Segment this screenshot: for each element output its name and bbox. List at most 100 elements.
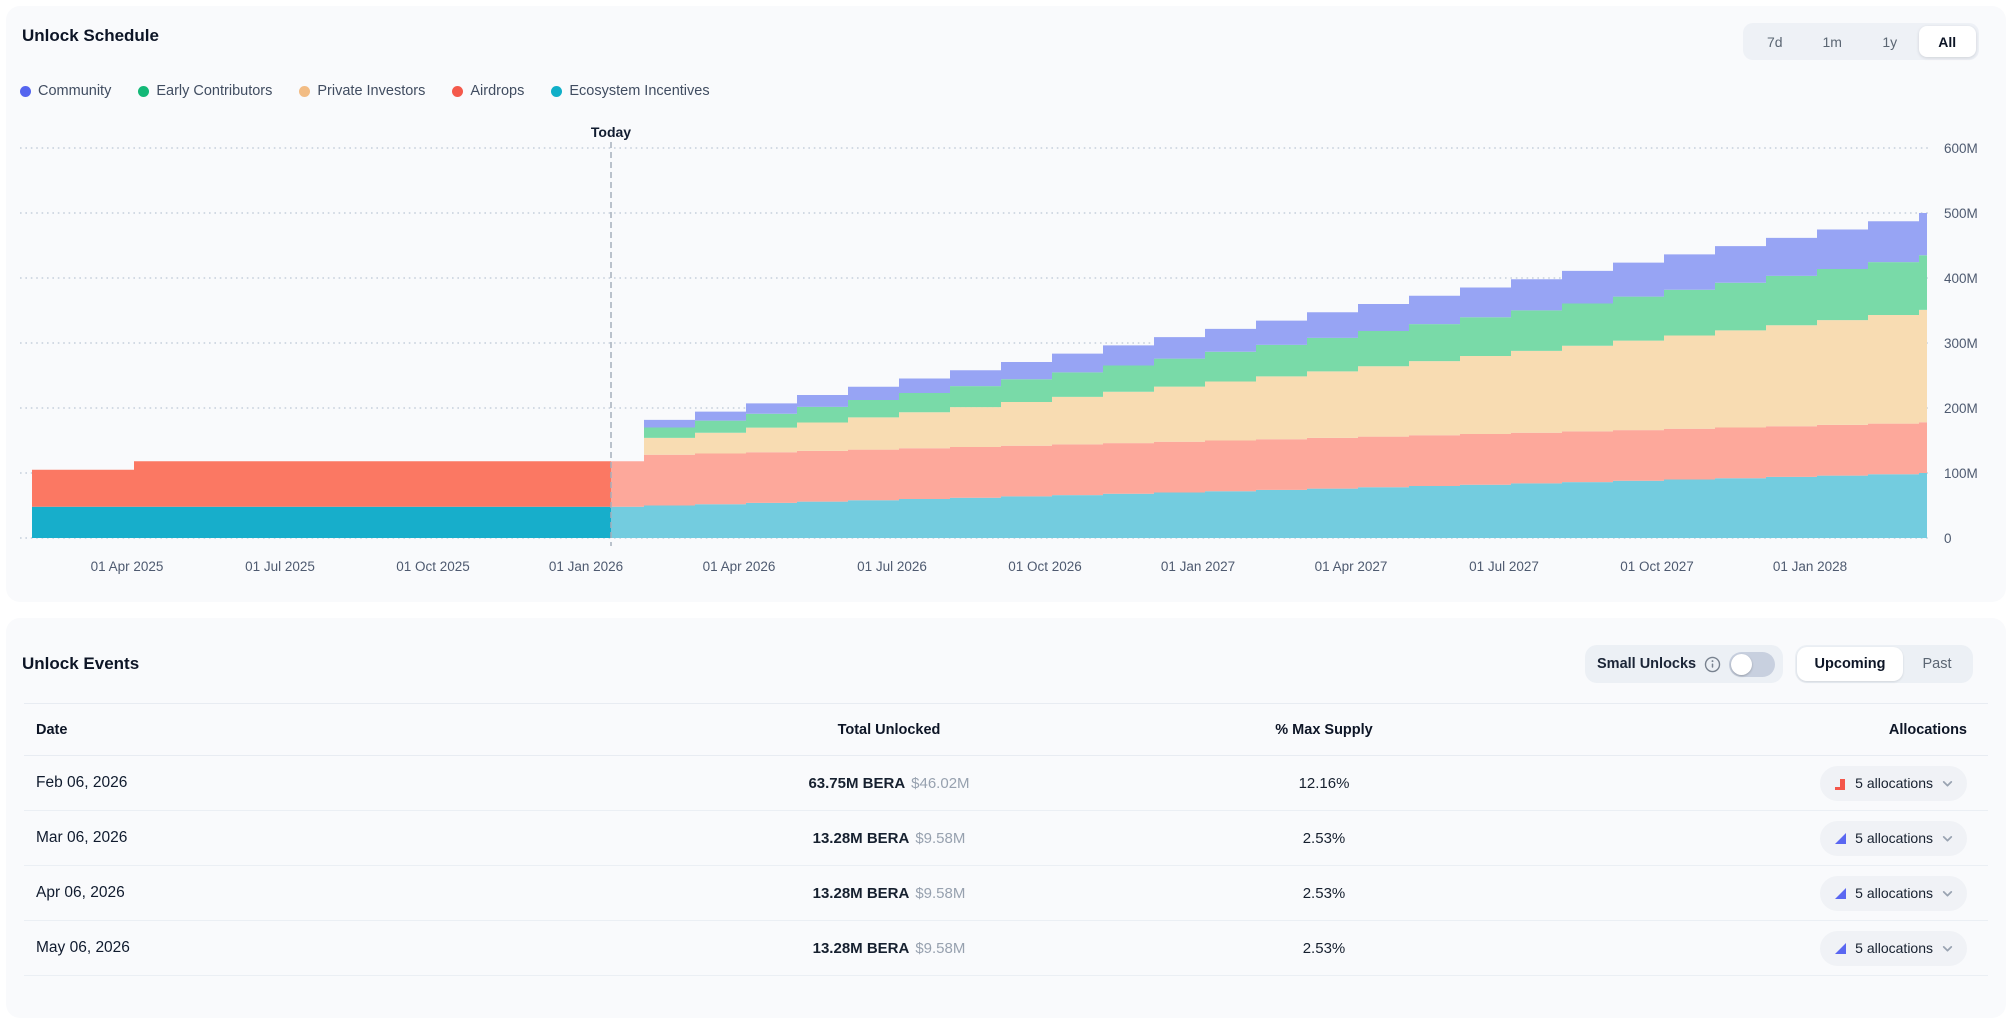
area-airdrops bbox=[611, 422, 1927, 507]
y-tick-label: 400M bbox=[1944, 271, 1978, 286]
legend-item-ecosystem-incentives[interactable]: Ecosystem Incentives bbox=[551, 83, 710, 99]
chart-areas-future bbox=[611, 213, 1927, 538]
allocations-count: 5 allocations bbox=[1855, 775, 1933, 791]
token-amount: 13.28M BERA bbox=[812, 939, 910, 957]
allocations-count: 5 allocations bbox=[1855, 940, 1933, 956]
y-tick-label: 0 bbox=[1944, 531, 1952, 546]
unlock-events-title: Unlock Events bbox=[22, 654, 140, 673]
allocations-dropdown[interactable]: 5 allocations bbox=[1820, 930, 1967, 966]
unlock-page: { "schedule": { "title": "Unlock Schedul… bbox=[0, 0, 2012, 976]
x-tick-label: 01 Jan 2026 bbox=[549, 559, 623, 574]
allocations-dropdown[interactable]: 5 allocations bbox=[1820, 820, 1967, 856]
event-total-unlocked: 13.28M BERA $9.58M bbox=[684, 830, 1094, 847]
event-date: Mar 06, 2026 bbox=[36, 829, 128, 846]
event-date: May 06, 2026 bbox=[36, 939, 130, 956]
ecosystem-incentives-dot-icon bbox=[551, 85, 563, 97]
range-button-1y[interactable]: 1y bbox=[1861, 26, 1919, 57]
legend-item-airdrops[interactable]: Airdrops bbox=[452, 83, 524, 99]
time-range-selector: 7d 1m 1y All bbox=[1743, 23, 1979, 60]
chart-legend: Community Early Contributors Private Inv… bbox=[20, 83, 710, 99]
tab-upcoming[interactable]: Upcoming bbox=[1797, 647, 1903, 681]
unlock-events-card bbox=[6, 618, 2006, 1018]
airdrops-dot-icon bbox=[452, 85, 464, 97]
allocations-count: 5 allocations bbox=[1855, 830, 1933, 846]
chevron-down-icon bbox=[1941, 942, 1954, 955]
allocations-dropdown[interactable]: 5 allocations bbox=[1820, 765, 1967, 801]
range-button-1m[interactable]: 1m bbox=[1804, 26, 1862, 57]
community-dot-icon bbox=[20, 85, 31, 97]
range-button-7d[interactable]: 7d bbox=[1746, 26, 1804, 57]
table-row: Apr 06, 2026 13.28M BERA $9.58M 2.53% 5 a… bbox=[24, 866, 1988, 921]
event-total-unlocked: 63.75M BERA $46.02M bbox=[684, 775, 1094, 792]
column-header-allocations: Allocations bbox=[1888, 721, 1967, 738]
usd-value: $9.58M bbox=[915, 939, 966, 957]
token-amount: 13.28M BERA bbox=[812, 884, 910, 902]
area-early-contributors bbox=[611, 255, 1927, 462]
chevron-down-icon bbox=[1941, 887, 1954, 900]
event-max-supply-pct: 2.53% bbox=[1302, 939, 1346, 957]
tab-past[interactable]: Past bbox=[1903, 647, 1971, 681]
allocations-dropdown[interactable]: 5 allocations bbox=[1820, 875, 1967, 911]
info-icon[interactable] bbox=[1704, 656, 1721, 673]
legend-label: Airdrops bbox=[470, 83, 525, 99]
legend-item-private-investors[interactable]: Private Investors bbox=[299, 83, 425, 99]
x-tick-label: 01 Apr 2025 bbox=[91, 559, 164, 574]
event-date: Apr 06, 2026 bbox=[36, 884, 125, 901]
area-private-investors bbox=[611, 309, 1927, 462]
x-tick-label: 01 Oct 2025 bbox=[396, 559, 470, 574]
table-header-row: Date Total Unlocked % Max Supply Allocat… bbox=[24, 703, 1988, 756]
legend-label: Private Investors bbox=[317, 83, 426, 99]
linear-unlock-icon bbox=[1834, 887, 1847, 900]
legend-label: Early Contributors bbox=[156, 83, 273, 99]
event-max-supply-pct: 2.53% bbox=[1302, 829, 1346, 847]
cliff-unlock-icon bbox=[1834, 777, 1847, 790]
area-community bbox=[611, 213, 1927, 462]
legend-item-early-contributors[interactable]: Early Contributors bbox=[138, 83, 272, 99]
x-tick-label: 01 Apr 2026 bbox=[703, 559, 776, 574]
legend-label: Community bbox=[38, 83, 112, 99]
range-button-all[interactable]: All bbox=[1918, 26, 1976, 57]
usd-value: $9.58M bbox=[915, 884, 966, 902]
column-header-max-supply: % Max Supply bbox=[1275, 721, 1373, 738]
upcoming-past-tabs: Upcoming Past bbox=[1795, 645, 1973, 683]
column-header-date: Date bbox=[36, 721, 68, 738]
linear-unlock-icon bbox=[1834, 832, 1847, 845]
chevron-down-icon bbox=[1941, 777, 1954, 790]
table-row: Feb 06, 2026 63.75M BERA $46.02M 12.16% 5… bbox=[24, 756, 1988, 811]
legend-item-community[interactable]: Community bbox=[20, 83, 111, 99]
today-label: Today bbox=[591, 124, 631, 140]
y-tick-label: 500M bbox=[1944, 206, 1978, 221]
y-tick-label: 200M bbox=[1944, 401, 1978, 416]
x-tick-label: 01 Apr 2027 bbox=[1315, 559, 1388, 574]
linear-unlock-icon bbox=[1834, 942, 1847, 955]
event-max-supply-pct: 2.53% bbox=[1302, 884, 1346, 902]
area-ecosystem-incentives bbox=[611, 473, 1927, 538]
token-amount: 63.75M BERA bbox=[808, 774, 906, 792]
event-max-supply-pct: 12.16% bbox=[1298, 774, 1350, 792]
allocations-count: 5 allocations bbox=[1855, 885, 1933, 901]
unlock-schedule-title: Unlock Schedule bbox=[22, 26, 159, 45]
usd-value: $9.58M bbox=[915, 829, 966, 847]
area-ecosystem-incentives bbox=[32, 506, 611, 538]
unlock-schedule-chart[interactable]: 0 100M 200M 300M 400M 500M 600M 01 Apr 2025 01 J… bbox=[0, 0, 2012, 603]
x-tick-label: 01 Jan 2027 bbox=[1161, 559, 1235, 574]
event-total-unlocked: 13.28M BERA $9.58M bbox=[684, 940, 1094, 957]
legend-label: Ecosystem Incentives bbox=[569, 83, 710, 99]
private-investors-dot-icon bbox=[299, 85, 311, 97]
unlock-events-table: Date Total Unlocked % Max Supply Allocat… bbox=[24, 703, 1988, 976]
small-unlocks-toggle[interactable] bbox=[1729, 651, 1776, 677]
area-airdrops bbox=[32, 461, 611, 507]
chevron-down-icon bbox=[1941, 832, 1954, 845]
x-tick-label: 01 Jan 2028 bbox=[1773, 559, 1847, 574]
table-row: Mar 06, 2026 13.28M BERA $9.58M 2.53% 5 a… bbox=[24, 811, 1988, 866]
x-tick-label: 01 Jul 2026 bbox=[857, 559, 927, 574]
y-tick-label: 600M bbox=[1944, 141, 1978, 156]
usd-value: $46.02M bbox=[911, 774, 970, 792]
chart-areas-past bbox=[32, 461, 611, 538]
column-header-total-unlocked: Total Unlocked bbox=[837, 721, 941, 738]
x-tick-label: 01 Jul 2027 bbox=[1469, 559, 1539, 574]
toggle-knob bbox=[1731, 653, 1753, 675]
token-amount: 13.28M BERA bbox=[812, 829, 910, 847]
event-total-unlocked: 13.28M BERA $9.58M bbox=[684, 885, 1094, 902]
x-tick-label: 01 Oct 2027 bbox=[1620, 559, 1694, 574]
